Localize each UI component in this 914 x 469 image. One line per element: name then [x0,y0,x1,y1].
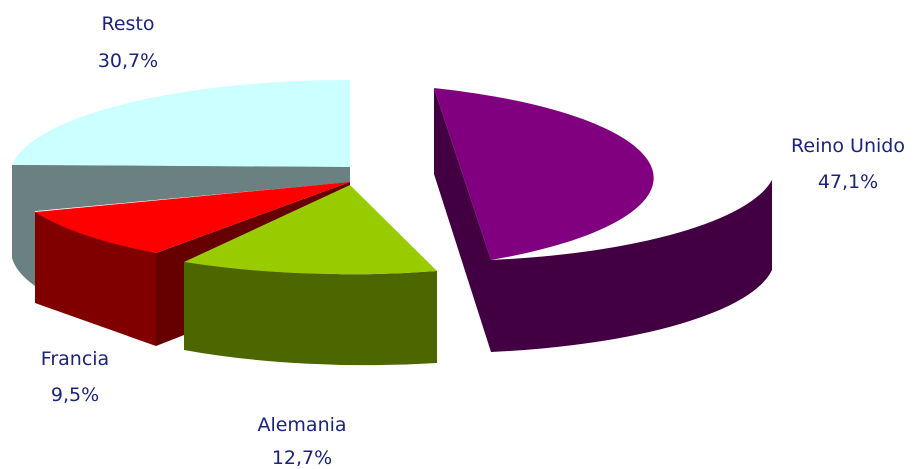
pie-slice-reino-unido-inner [434,88,491,352]
slice-label-resto-name: Resto [101,13,154,35]
pie-slice-alemania-side [184,262,437,366]
pie-slice-alemania [184,185,437,275]
slice-label-francia-name: Francia [41,348,109,370]
pie-slice-reino-unido [434,88,654,260]
pie-slice-resto-edge [12,165,350,211]
pie-slice-francia [35,182,350,253]
pie-slice-resto [12,79,350,167]
pie-slice-reino-unido-side [491,180,772,352]
slice-label-alemania-name: Alemania [257,414,346,436]
slice-label-resto-value: 30,7% [98,50,158,72]
slice-label-reino-unido-name: Reino Unido [791,135,905,157]
slice-label-reino-unido-value: 47,1% [818,171,878,193]
slice-label-francia-value: 9,5% [51,384,99,406]
slice-label-alemania-value: 12,7% [272,447,332,469]
